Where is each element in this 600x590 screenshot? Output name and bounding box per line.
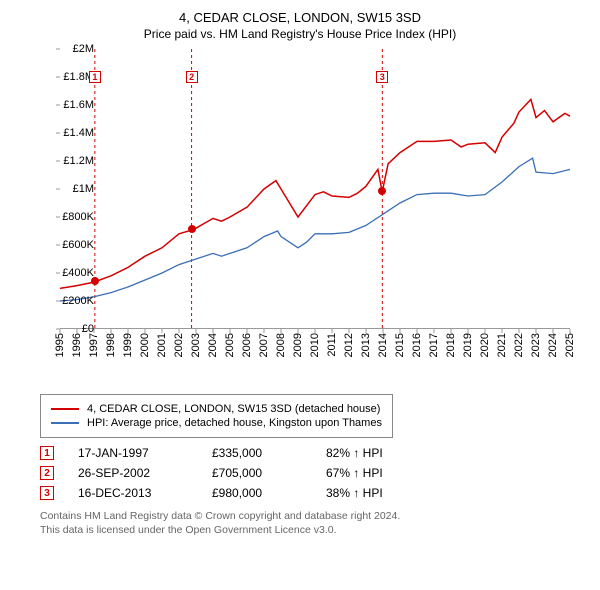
transaction-price: £980,000	[212, 486, 302, 500]
attribution-footer: Contains HM Land Registry data © Crown c…	[40, 510, 585, 537]
event-marker: 1	[89, 71, 101, 83]
plot-region: £0£200K£400K£600K£800K£1M£1.2M£1.4M£1.6M…	[60, 49, 570, 329]
legend: 4, CEDAR CLOSE, LONDON, SW15 3SD (detach…	[40, 394, 393, 438]
x-tick-label: 2020	[479, 333, 491, 357]
y-tick-label: £400K	[56, 267, 94, 279]
transaction-row: 2 26-SEP-2002 £705,000 67% ↑ HPI	[40, 466, 585, 480]
x-tick-label: 2008	[275, 333, 287, 357]
event-marker: 2	[186, 71, 198, 83]
x-tick-label: 2003	[190, 333, 202, 357]
y-tick-label: £200K	[56, 295, 94, 307]
legend-swatch	[51, 408, 79, 410]
x-tick-label: 2018	[445, 333, 457, 357]
transaction-delta: 82% ↑ HPI	[326, 446, 383, 460]
x-tick-label: 2013	[360, 333, 372, 357]
legend-item: HPI: Average price, detached house, King…	[51, 417, 382, 429]
legend-item: 4, CEDAR CLOSE, LONDON, SW15 3SD (detach…	[51, 403, 382, 415]
x-tick-label: 2001	[156, 333, 168, 357]
transactions-table: 1 17-JAN-1997 £335,000 82% ↑ HPI 2 26-SEP-200…	[40, 446, 585, 500]
transaction-delta: 67% ↑ HPI	[326, 466, 383, 480]
transaction-price: £335,000	[212, 446, 302, 460]
x-tick-label: 1997	[88, 333, 100, 357]
footer-line: This data is licensed under the Open Gov…	[40, 524, 585, 538]
y-tick-label: £600K	[56, 239, 94, 251]
x-tick-label: 2016	[411, 333, 423, 357]
x-tick-label: 2022	[513, 333, 525, 357]
x-tick-label: 2004	[207, 333, 219, 357]
x-tick-label: 1995	[54, 333, 66, 357]
x-tick-label: 2024	[547, 333, 559, 357]
x-tick-label: 2023	[530, 333, 542, 357]
x-tick-label: 2021	[496, 333, 508, 357]
event-dot	[378, 187, 386, 195]
transaction-row: 3 16-DEC-2013 £980,000 38% ↑ HPI	[40, 486, 585, 500]
event-marker: 3	[376, 71, 388, 83]
legend-swatch	[51, 422, 79, 424]
y-tick-label: £1.4M	[56, 127, 94, 139]
transaction-marker: 2	[40, 466, 54, 480]
x-tick-label: 2005	[224, 333, 236, 357]
x-tick-label: 2006	[241, 333, 253, 357]
page-subtitle: Price paid vs. HM Land Registry's House …	[15, 27, 585, 41]
price-chart: £0£200K£400K£600K£800K£1M£1.2M£1.4M£1.6M…	[20, 49, 580, 349]
x-tick-label: 2014	[377, 333, 389, 357]
y-tick-label: £1.6M	[56, 99, 94, 111]
x-tick-label: 2000	[139, 333, 151, 357]
x-tick-label: 2010	[309, 333, 321, 357]
x-tick-label: 2015	[394, 333, 406, 357]
transaction-marker: 3	[40, 486, 54, 500]
event-dot	[91, 277, 99, 285]
x-tick-label: 2011	[326, 333, 338, 357]
page-title: 4, CEDAR CLOSE, LONDON, SW15 3SD	[15, 10, 585, 25]
transaction-date: 26-SEP-2002	[78, 466, 188, 480]
x-tick-label: 1999	[122, 333, 134, 357]
x-tick-label: 2002	[173, 333, 185, 357]
y-tick-label: £1.2M	[56, 155, 94, 167]
transaction-row: 1 17-JAN-1997 £335,000 82% ↑ HPI	[40, 446, 585, 460]
transaction-delta: 38% ↑ HPI	[326, 486, 383, 500]
event-dot	[188, 225, 196, 233]
x-tick-label: 1996	[71, 333, 83, 357]
x-tick-label: 2007	[258, 333, 270, 357]
transaction-date: 16-DEC-2013	[78, 486, 188, 500]
transaction-marker: 1	[40, 446, 54, 460]
x-tick-label: 2012	[343, 333, 355, 357]
x-tick-label: 1998	[105, 333, 117, 357]
legend-label: 4, CEDAR CLOSE, LONDON, SW15 3SD (detach…	[87, 403, 380, 415]
y-tick-label: £2M	[56, 43, 94, 55]
x-tick-label: 2017	[428, 333, 440, 357]
footer-line: Contains HM Land Registry data © Crown c…	[40, 510, 585, 524]
legend-label: HPI: Average price, detached house, King…	[87, 417, 382, 429]
x-tick-label: 2009	[292, 333, 304, 357]
transaction-date: 17-JAN-1997	[78, 446, 188, 460]
y-tick-label: £800K	[56, 211, 94, 223]
y-tick-label: £1M	[56, 183, 94, 195]
transaction-price: £705,000	[212, 466, 302, 480]
x-axis: 1995199619971998199920002001200220032004…	[60, 329, 570, 379]
x-tick-label: 2019	[462, 333, 474, 357]
x-tick-label: 2025	[564, 333, 576, 357]
